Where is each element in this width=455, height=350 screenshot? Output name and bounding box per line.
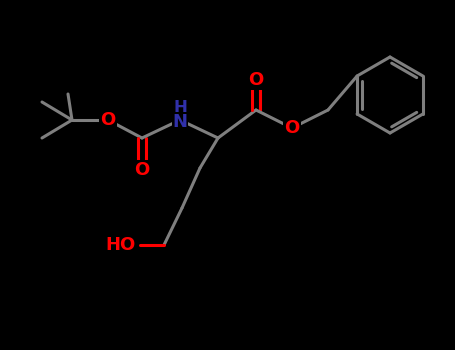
Text: HO: HO bbox=[106, 236, 136, 254]
Text: N: N bbox=[172, 113, 187, 131]
Text: O: O bbox=[101, 111, 116, 129]
Text: O: O bbox=[134, 161, 150, 179]
Text: O: O bbox=[248, 71, 263, 89]
Text: H: H bbox=[173, 99, 187, 117]
Text: O: O bbox=[284, 119, 300, 137]
